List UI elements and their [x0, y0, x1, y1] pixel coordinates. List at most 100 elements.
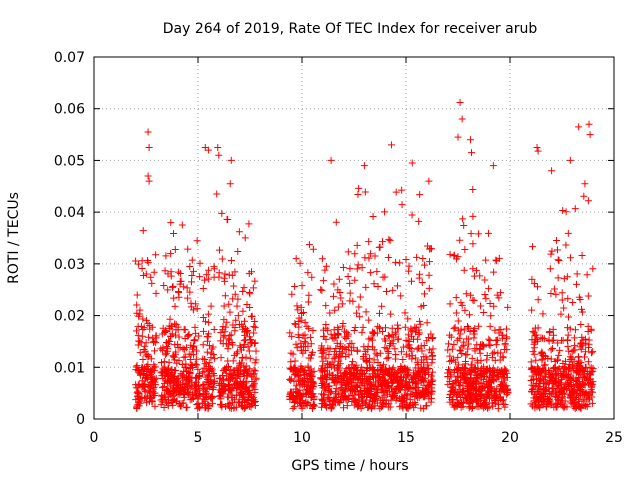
- data-point: [324, 326, 332, 334]
- data-point: [179, 399, 187, 407]
- data-point: [133, 309, 141, 317]
- data-point: [568, 348, 576, 356]
- data-point: [417, 342, 425, 350]
- data-point: [146, 389, 154, 397]
- data-point: [350, 382, 358, 390]
- data-point: [381, 208, 389, 216]
- data-point: [294, 331, 302, 339]
- data-point: [554, 274, 562, 282]
- data-point: [307, 340, 315, 348]
- data-point: [195, 382, 203, 390]
- data-point: [490, 371, 498, 379]
- data-point: [538, 356, 546, 364]
- data-point: [417, 378, 425, 386]
- data-point: [529, 348, 537, 356]
- data-point: [202, 360, 210, 368]
- data-point: [140, 324, 148, 332]
- data-point: [309, 383, 317, 391]
- data-point: [484, 229, 492, 237]
- data-point: [157, 401, 165, 409]
- data-point: [139, 325, 147, 333]
- data-point: [560, 304, 568, 312]
- data-point: [582, 363, 590, 371]
- data-point: [170, 353, 178, 361]
- data-point: [333, 339, 341, 347]
- data-point: [454, 373, 462, 381]
- data-point: [364, 377, 372, 385]
- data-point: [166, 389, 174, 397]
- data-point: [460, 338, 468, 346]
- data-point: [542, 380, 550, 388]
- data-point: [222, 367, 230, 375]
- data-point: [557, 373, 565, 381]
- data-point: [462, 360, 470, 368]
- data-point: [534, 147, 542, 155]
- data-point: [227, 156, 235, 164]
- data-point: [364, 404, 372, 412]
- data-point: [452, 366, 460, 374]
- data-point: [322, 262, 330, 270]
- data-point: [219, 333, 227, 341]
- data-point: [362, 350, 370, 358]
- data-point: [385, 370, 393, 378]
- data-point: [354, 366, 362, 374]
- data-point: [321, 266, 329, 274]
- data-point: [167, 250, 175, 258]
- data-point: [458, 301, 466, 309]
- data-point: [478, 390, 486, 398]
- data-point: [552, 403, 560, 411]
- data-point: [389, 391, 397, 399]
- data-point: [539, 310, 547, 318]
- data-point: [210, 263, 218, 271]
- data-point: [589, 348, 597, 356]
- data-point: [502, 382, 510, 390]
- data-point: [394, 379, 402, 387]
- data-point: [318, 403, 326, 411]
- data-point: [587, 326, 595, 334]
- data-point: [309, 390, 317, 398]
- data-point: [215, 246, 223, 254]
- data-point: [135, 398, 143, 406]
- data-point: [553, 382, 561, 390]
- data-point: [354, 261, 362, 269]
- data-point: [224, 345, 232, 353]
- data-point: [574, 353, 582, 361]
- data-point: [370, 346, 378, 354]
- data-point: [417, 363, 425, 371]
- data-point: [193, 361, 201, 369]
- data-point: [158, 372, 166, 380]
- data-point: [334, 398, 342, 406]
- data-point: [588, 393, 596, 401]
- data-point: [387, 141, 395, 149]
- data-point: [486, 322, 494, 330]
- data-point: [372, 350, 380, 358]
- data-point: [336, 352, 344, 360]
- data-point: [162, 376, 170, 384]
- data-point: [465, 324, 473, 332]
- data-point: [326, 309, 334, 317]
- x-axis-ticks: 0 5 10 15 20 25: [90, 57, 623, 446]
- data-point: [168, 283, 176, 291]
- data-point: [453, 393, 461, 401]
- data-point: [182, 344, 190, 352]
- data-point: [287, 358, 295, 366]
- data-point: [304, 387, 312, 395]
- data-point: [347, 370, 355, 378]
- data-point: [299, 349, 307, 357]
- data-point: [141, 387, 149, 395]
- data-point: [172, 348, 180, 356]
- data-point: [251, 385, 259, 393]
- data-point: [335, 364, 343, 372]
- data-point: [306, 333, 314, 341]
- data-point: [574, 380, 582, 388]
- data-point: [567, 391, 575, 399]
- data-point: [309, 245, 317, 253]
- y-axis-label: ROTI / TECUs: [6, 192, 22, 284]
- data-point: [454, 400, 462, 408]
- data-point: [464, 340, 472, 348]
- data-point: [252, 376, 260, 384]
- data-point: [481, 398, 489, 406]
- data-point: [180, 325, 188, 333]
- data-point: [144, 172, 152, 180]
- data-point: [240, 383, 248, 391]
